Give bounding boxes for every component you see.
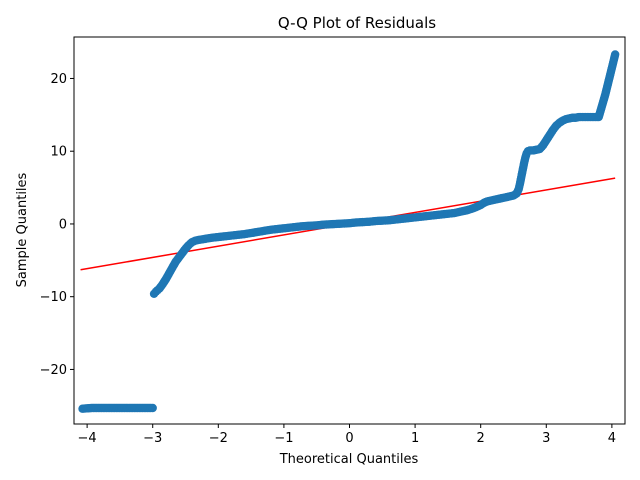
x-tick-label: 3 — [542, 431, 550, 446]
x-tick-label: −3 — [143, 431, 162, 446]
x-tick-label: 1 — [411, 431, 419, 446]
y-tick-label: −20 — [40, 363, 67, 378]
x-axis-ticks: −4 −3 −2 −1 0 1 2 3 4 — [78, 424, 616, 446]
data-point — [610, 50, 620, 59]
y-tick-label: −10 — [40, 290, 67, 305]
y-tick-label: 20 — [50, 72, 67, 87]
x-tick-label: 4 — [608, 431, 616, 446]
x-tick-label: 2 — [477, 431, 485, 446]
x-tick-label: 0 — [345, 431, 353, 446]
x-tick-label: −1 — [274, 431, 293, 446]
y-axis-label: Sample Quantiles — [15, 172, 30, 287]
y-tick-label: 0 — [59, 217, 67, 232]
chart-title: Q-Q Plot of Residuals — [278, 14, 436, 32]
x-axis-label: Theoretical Quantiles — [279, 452, 419, 467]
points-layer — [78, 50, 620, 413]
y-tick-label: 10 — [50, 145, 67, 160]
data-point — [148, 403, 157, 413]
y-axis-ticks: −20 −10 0 10 20 — [40, 72, 74, 378]
plot-frame — [73, 36, 626, 425]
x-tick-label: −2 — [209, 431, 228, 446]
x-tick-label: −4 — [78, 431, 97, 446]
